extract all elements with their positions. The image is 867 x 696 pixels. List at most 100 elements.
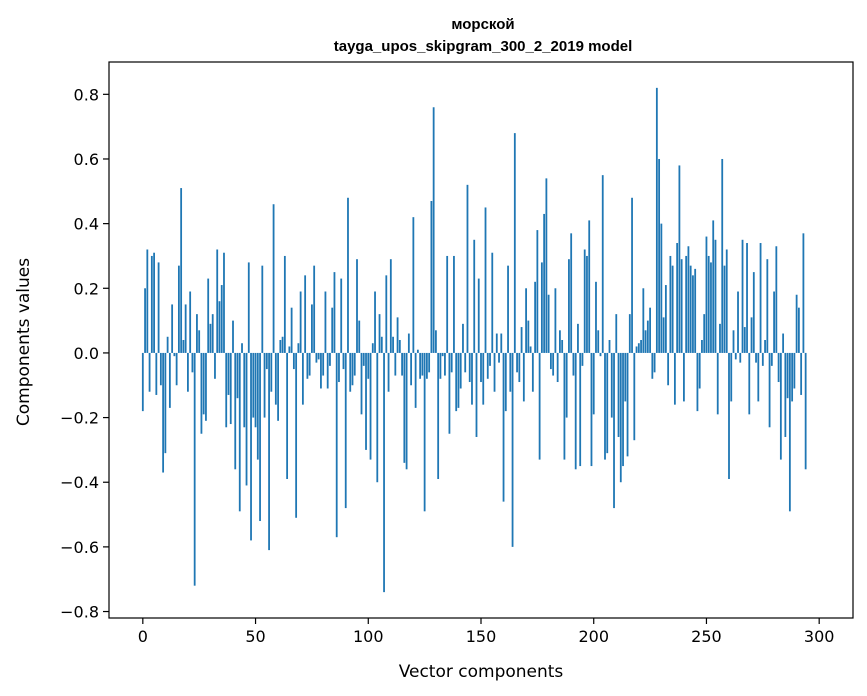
bar [164, 352, 167, 454]
bar [223, 252, 225, 353]
bar [342, 352, 345, 370]
bar [804, 352, 807, 470]
bar [229, 352, 232, 425]
bar [356, 259, 358, 353]
bar [640, 340, 642, 353]
bar [189, 291, 192, 353]
chart-subtitle: tayga_upos_skipgram_300_2_2019 model [334, 38, 633, 55]
bar [540, 262, 543, 353]
bar [563, 352, 566, 460]
bar [500, 333, 503, 353]
bar [764, 340, 766, 353]
bar [791, 352, 794, 402]
bar [739, 352, 742, 363]
bar [613, 352, 615, 509]
bar [484, 207, 487, 353]
bar [644, 330, 647, 353]
bar [378, 314, 381, 353]
bar [214, 352, 216, 379]
bar [430, 201, 433, 353]
bar [218, 301, 221, 353]
bar [256, 352, 259, 460]
bar [326, 352, 329, 389]
bar [331, 307, 334, 353]
bar [802, 233, 805, 353]
bar [263, 352, 266, 418]
bar [344, 352, 347, 509]
bar [597, 330, 600, 353]
bar [669, 255, 672, 353]
bar [755, 352, 757, 363]
y-tick-label: −0.2 [60, 409, 99, 428]
bar [538, 352, 541, 460]
bar [556, 352, 559, 383]
bar [236, 352, 239, 399]
bar [241, 343, 243, 353]
bar [387, 352, 390, 392]
bar [421, 352, 424, 376]
bar [261, 265, 264, 353]
bar [676, 243, 679, 353]
y-tick-label: 0.8 [74, 85, 99, 104]
bar [502, 352, 505, 502]
bar [150, 255, 153, 353]
bar [568, 259, 570, 353]
bar [360, 352, 363, 415]
bar [155, 352, 158, 395]
bar [365, 352, 367, 450]
bar [250, 352, 252, 541]
bar [527, 320, 530, 353]
bar [710, 262, 712, 353]
bar [658, 158, 661, 353]
bar [304, 275, 307, 353]
bar [655, 87, 658, 353]
bar [414, 352, 417, 408]
bar [367, 352, 370, 379]
bar [511, 352, 514, 547]
bar [543, 213, 546, 353]
bar [786, 352, 789, 399]
bar [572, 352, 575, 376]
bar [698, 352, 701, 389]
bar [595, 281, 597, 353]
bar [766, 259, 769, 353]
bar [491, 252, 494, 353]
bar [730, 352, 733, 402]
bar [475, 352, 478, 437]
bar [673, 352, 676, 405]
bar [680, 259, 683, 353]
bar [338, 352, 340, 383]
x-tick-label: 300 [804, 627, 835, 646]
bar [423, 352, 426, 512]
bar [180, 188, 183, 353]
bar [757, 352, 760, 402]
bar [220, 285, 223, 353]
bar [631, 197, 633, 353]
y-tick-label: −0.6 [60, 538, 99, 557]
bar [177, 265, 180, 353]
bar [362, 352, 365, 366]
bar [678, 165, 681, 353]
bar [606, 352, 609, 454]
bar [234, 352, 237, 470]
bar [299, 291, 302, 353]
bar [279, 340, 282, 353]
bar [394, 352, 397, 376]
bar [565, 352, 568, 418]
bar [522, 352, 525, 402]
bar [748, 352, 751, 415]
bar [788, 352, 791, 512]
bar [509, 352, 512, 392]
bar [322, 352, 325, 376]
bar [252, 352, 255, 418]
bar [358, 320, 361, 353]
bar [531, 352, 534, 392]
bar [775, 246, 778, 353]
bar [209, 323, 212, 353]
bar [141, 352, 144, 412]
bar [270, 352, 273, 392]
bar [198, 330, 201, 353]
bar [797, 307, 800, 353]
bar [432, 107, 435, 353]
